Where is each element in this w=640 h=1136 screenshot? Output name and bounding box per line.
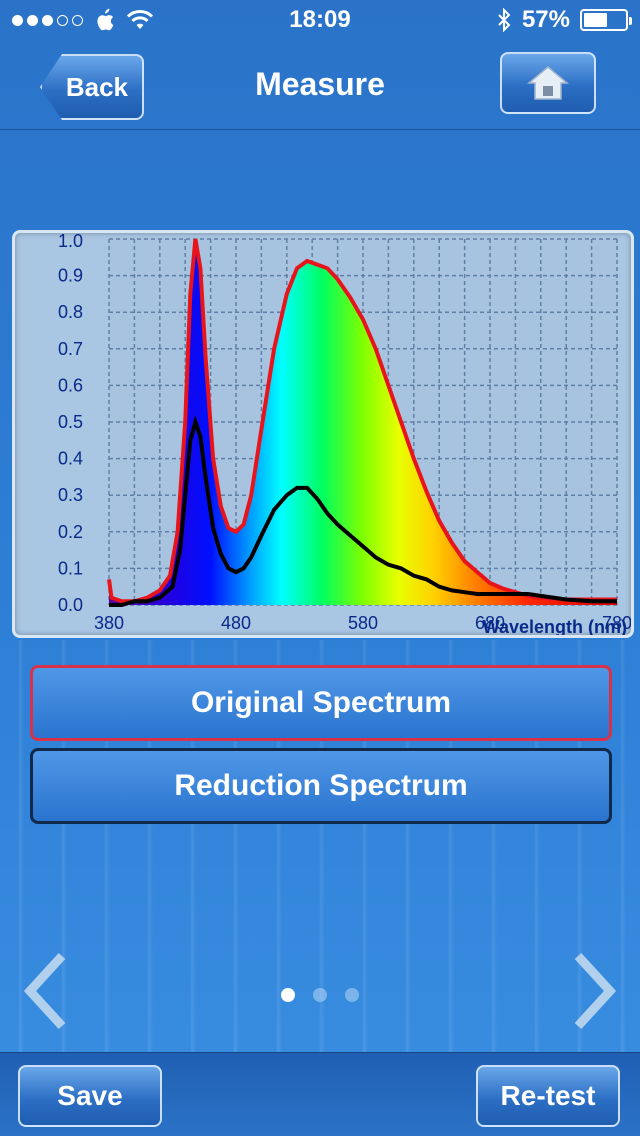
- x-tick-label: 780: [602, 613, 631, 633]
- x-axis-label: Wavelength (nm): [483, 617, 627, 635]
- y-tick-label: 0.6: [58, 375, 83, 395]
- y-tick-label: 0.1: [58, 558, 83, 578]
- retest-label: Re-test: [500, 1080, 596, 1111]
- retest-button[interactable]: Re-test: [476, 1065, 620, 1127]
- series-original-line: [107, 238, 617, 604]
- y-tick-label: 0.9: [58, 266, 83, 286]
- x-tick-label: 480: [221, 613, 251, 633]
- x-tick-label: 380: [94, 613, 124, 633]
- x-tick-label: 680: [475, 613, 505, 633]
- page-indicator[interactable]: [0, 988, 640, 1002]
- spectrum-chart-svg: 0.0 0.1 0.2 0.3 0.4 0.5 0.6 0.7 0.8 0.9 1.0 380 480…: [58, 233, 631, 635]
- y-tick-label: 0.4: [58, 449, 83, 469]
- chevron-right-icon[interactable]: [570, 950, 620, 1032]
- nav-bar: Back Measure: [0, 40, 640, 130]
- battery-icon: [580, 9, 632, 31]
- y-tick-label: 0.3: [58, 485, 83, 505]
- wifi-icon: [126, 10, 154, 29]
- save-button[interactable]: Save: [18, 1065, 162, 1127]
- chevron-left-icon[interactable]: [20, 950, 70, 1032]
- page-dot[interactable]: [345, 988, 359, 1002]
- spectrum-chart: 0.0 0.1 0.2 0.3 0.4 0.5 0.6 0.7 0.8 0.9 1.0 380 480…: [12, 230, 634, 638]
- battery-percent: 57%: [521, 6, 570, 33]
- back-label: Back: [65, 71, 128, 102]
- x-axis: 380 480 580 680 780: [94, 613, 631, 633]
- series-reduction-line: [109, 415, 617, 607]
- status-right: 57%: [496, 6, 632, 34]
- original-spectrum-button[interactable]: Original Spectrum: [30, 665, 612, 741]
- page-title: Measure: [255, 66, 385, 102]
- reduction-spectrum-label: Reduction Spectrum: [174, 769, 468, 802]
- reduction-spectrum-button[interactable]: Reduction Spectrum: [30, 748, 612, 824]
- y-tick-label: 0.7: [58, 339, 83, 359]
- original-spectrum-label: Original Spectrum: [190, 686, 452, 719]
- y-tick-label: 0.5: [58, 412, 83, 432]
- apple-icon: [97, 8, 114, 31]
- home-button[interactable]: [500, 52, 596, 114]
- y-tick-label: 0.8: [58, 302, 83, 322]
- y-tick-label: 0.2: [58, 522, 83, 542]
- spectrum-fill: [109, 239, 617, 605]
- y-axis: 0.0 0.1 0.2 0.3 0.4 0.5 0.6 0.7 0.8 0.9 1.0: [58, 233, 83, 615]
- y-tick-label: 1.0: [58, 233, 83, 251]
- y-tick-label: 0.0: [58, 595, 83, 615]
- x-tick-label: 580: [348, 613, 378, 633]
- battery-fill: [584, 13, 607, 27]
- save-label: Save: [57, 1080, 123, 1111]
- bluetooth-icon: [498, 8, 511, 32]
- signal-dots-icon: [12, 14, 83, 26]
- page-dot[interactable]: [313, 988, 327, 1002]
- bottom-toolbar: Save Re-test: [0, 1052, 640, 1136]
- page-dot[interactable]: [281, 988, 295, 1002]
- status-left: [12, 7, 155, 33]
- home-icon: [526, 66, 570, 100]
- status-bar: 18:09 57%: [0, 0, 640, 40]
- back-button[interactable]: Back: [40, 54, 144, 120]
